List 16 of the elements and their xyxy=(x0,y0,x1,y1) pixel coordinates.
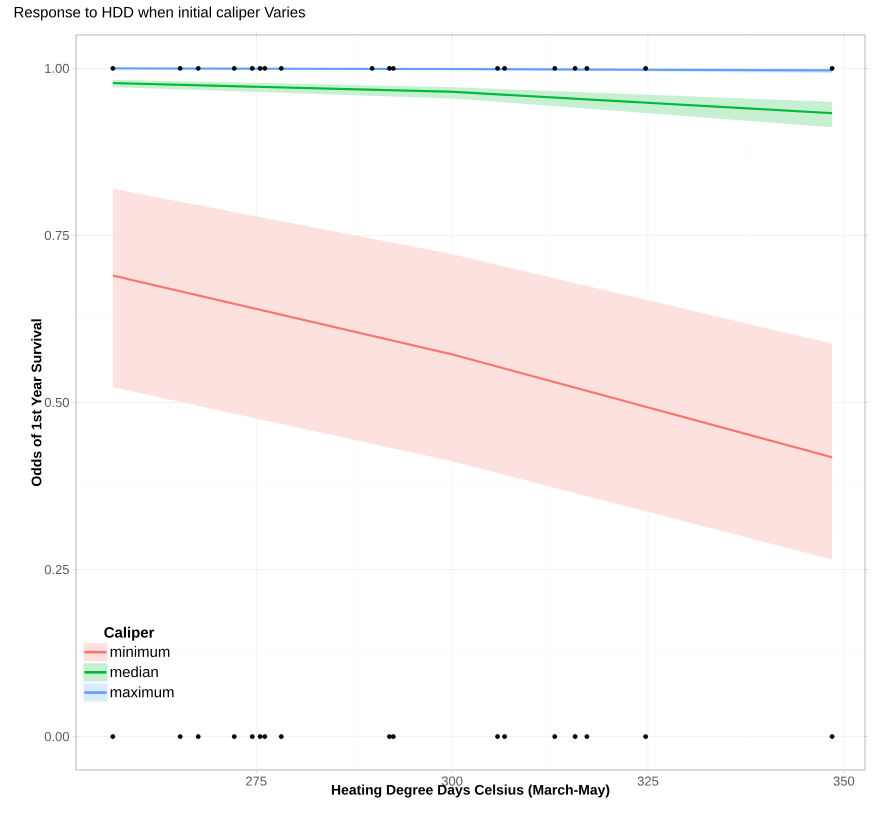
x-tick-label: 275 xyxy=(246,776,266,786)
y-tick-label: 0.00 xyxy=(44,732,69,742)
y-tick-label: 0.75 xyxy=(44,230,69,240)
x-axis-title: Heating Degree Days Celsius (March-May) xyxy=(332,784,610,798)
chart-title: Response to HDD when initial caliper Varies xyxy=(14,6,306,20)
x-tick-label: 350 xyxy=(834,776,854,786)
y-tick-label: 0.25 xyxy=(44,564,69,574)
x-tick-label: 300 xyxy=(442,776,462,786)
legend-label: minimum xyxy=(110,646,170,657)
legend-title: Caliper xyxy=(104,626,154,641)
y-tick-label: 1.00 xyxy=(45,64,69,73)
y-axis-title: Odds of 1st Year Survival xyxy=(31,319,42,486)
y-tick-label: 0.50 xyxy=(44,398,69,408)
legend-label: maximum xyxy=(110,686,174,698)
x-tick-label: 325 xyxy=(638,776,658,786)
legend-label: median xyxy=(110,666,158,678)
